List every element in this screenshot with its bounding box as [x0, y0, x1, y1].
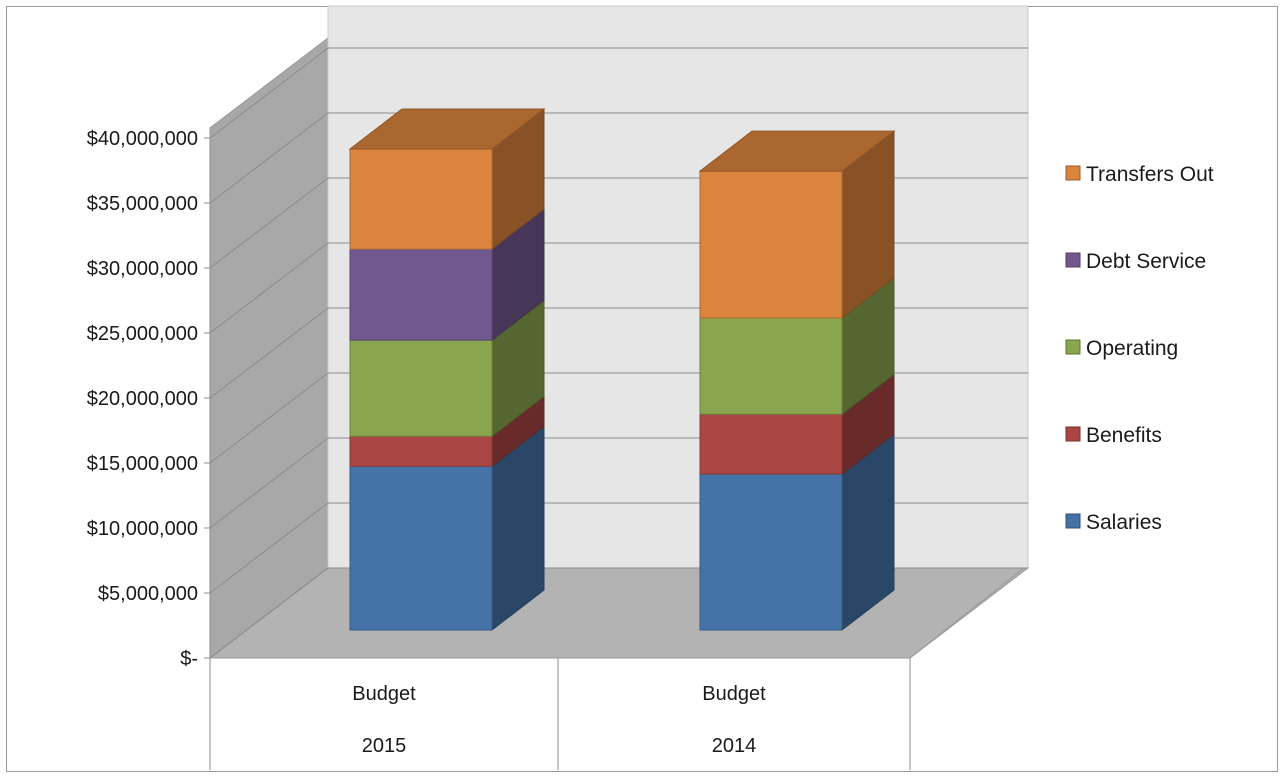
bar-salaries	[699, 473, 843, 631]
gridline-side	[209, 567, 329, 659]
gridline-side	[209, 307, 329, 399]
y-tick-label: $20,000,000	[87, 388, 198, 410]
legend-swatch-salaries	[1065, 513, 1081, 529]
y-tick-label: $30,000,000	[87, 258, 198, 280]
gridline-side	[209, 177, 329, 269]
y-tick-label: $35,000,000	[87, 193, 198, 215]
bar-benefits	[349, 435, 493, 467]
chart-walls	[208, 5, 1030, 660]
legend-label-benefits: Benefits	[1086, 424, 1162, 447]
y-axis: $- $5,000,000 $10,000,000 $15,000,000 $20,00…	[87, 128, 211, 670]
legend-swatch-operating	[1065, 339, 1081, 355]
gridline-side	[209, 112, 329, 204]
legend-label-salaries: Salaries	[1086, 511, 1162, 534]
legend-label-operating: Operating	[1086, 337, 1178, 360]
legend-label-transfers-out: Transfers Out	[1086, 163, 1214, 186]
bar-operating	[699, 317, 843, 415]
legend-swatch-debt-service	[1065, 252, 1081, 268]
gridline-side	[209, 502, 329, 594]
legend-swatch-benefits	[1065, 426, 1081, 442]
bars	[348, 107, 896, 632]
side-wall	[209, 36, 329, 660]
x-axis: Budget 2015 Budget 2014	[209, 658, 911, 770]
bar-transfers-out	[699, 170, 843, 319]
y-tick-label: $15,000,000	[87, 453, 198, 475]
x-category-label: 2015	[362, 735, 407, 757]
y-tick-label: $-	[180, 648, 198, 670]
floor	[208, 567, 1030, 659]
bar-benefits	[699, 413, 843, 475]
bar-top	[348, 108, 546, 150]
y-tick-label: $5,000,000	[98, 583, 198, 605]
x-category-label: 2014	[712, 735, 757, 757]
gridline-side	[209, 242, 329, 334]
bar-salaries	[349, 465, 493, 631]
gridline-side	[209, 437, 329, 529]
x-category-label: Budget	[352, 683, 416, 705]
bar-operating	[349, 339, 493, 437]
legend: Transfers Out Debt Service Operating Benefi…	[1065, 163, 1214, 534]
bar-top	[698, 130, 896, 172]
floor-edge	[909, 567, 1025, 659]
bar-debt-service	[349, 248, 493, 341]
y-tick-label: $10,000,000	[87, 518, 198, 540]
gridline-side	[209, 47, 329, 139]
y-tick-label: $40,000,000	[87, 128, 198, 150]
bar-transfers-out	[349, 148, 493, 250]
legend-swatch-transfers-out	[1065, 165, 1081, 181]
y-tick-label: $25,000,000	[87, 323, 198, 345]
legend-label-debt-service: Debt Service	[1086, 250, 1206, 273]
x-category-label: Budget	[702, 683, 766, 705]
gridline-side	[209, 372, 329, 464]
